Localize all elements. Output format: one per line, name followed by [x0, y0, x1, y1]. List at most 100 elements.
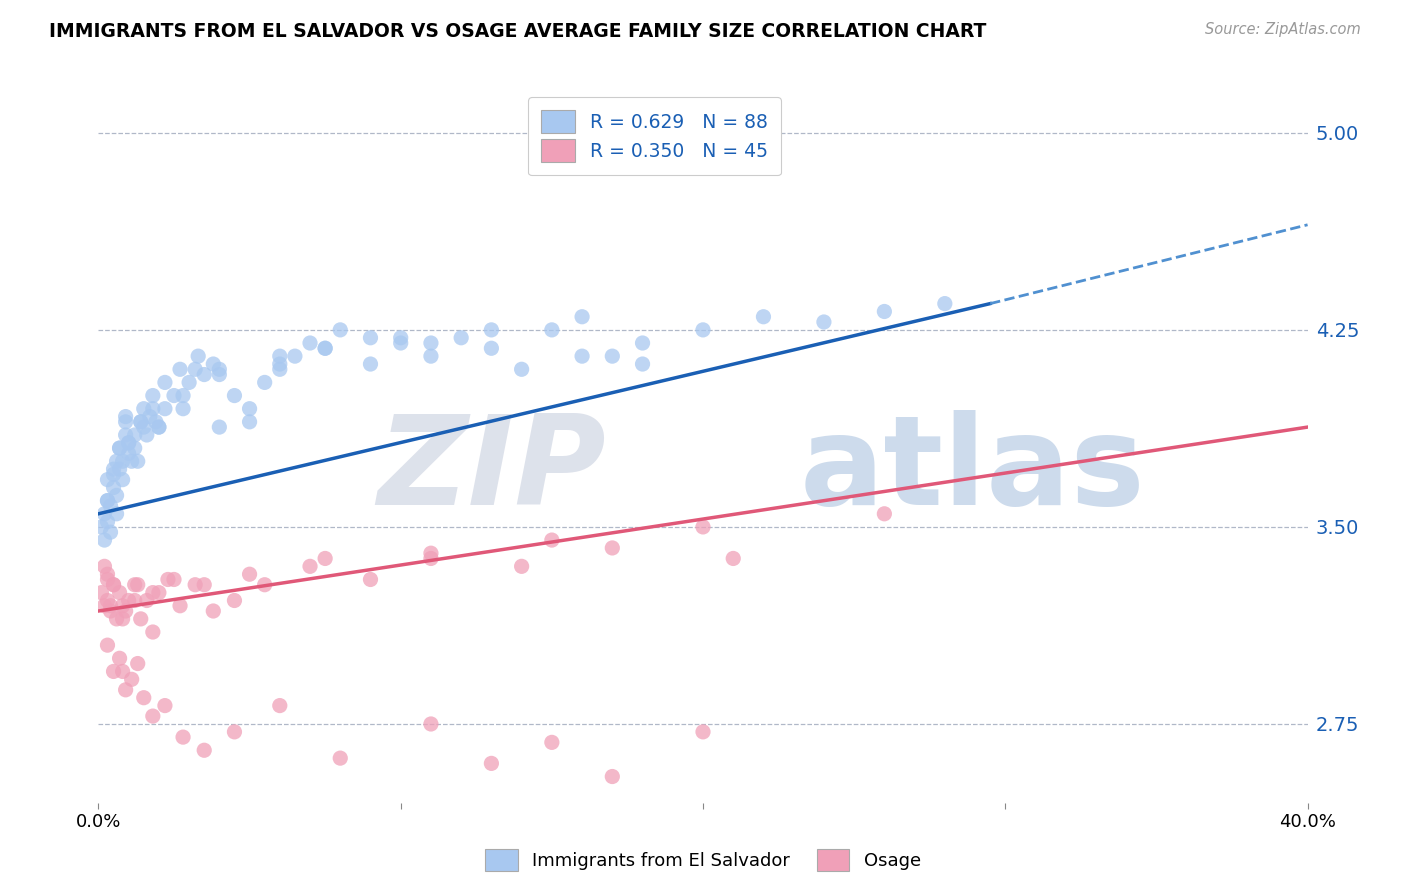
Point	[169, 599, 191, 613]
Point	[253, 376, 276, 390]
Point	[269, 362, 291, 376]
Point	[100, 604, 122, 618]
Point	[93, 533, 115, 547]
Point	[329, 751, 352, 765]
Point	[96, 573, 118, 587]
Text: atlas: atlas	[800, 410, 1146, 531]
Point	[114, 415, 136, 429]
Point	[692, 520, 714, 534]
Point	[142, 388, 165, 402]
Point	[873, 304, 896, 318]
Point	[360, 573, 382, 587]
Point	[602, 541, 624, 555]
Point	[142, 709, 165, 723]
Point	[156, 573, 179, 587]
Point	[103, 467, 125, 482]
Point	[108, 441, 131, 455]
Point	[114, 682, 136, 697]
Point	[105, 488, 128, 502]
Text: IMMIGRANTS FROM EL SALVADOR VS OSAGE AVERAGE FAMILY SIZE CORRELATION CHART: IMMIGRANTS FROM EL SALVADOR VS OSAGE AVE…	[49, 22, 987, 41]
Point	[114, 409, 136, 424]
Point	[172, 401, 194, 416]
Legend: Immigrants from El Salvador, Osage: Immigrants from El Salvador, Osage	[478, 842, 928, 879]
Point	[90, 520, 112, 534]
Point	[135, 428, 157, 442]
Point	[193, 578, 215, 592]
Point	[540, 735, 562, 749]
Point	[314, 341, 336, 355]
Point	[129, 415, 152, 429]
Point	[208, 420, 231, 434]
Point	[96, 593, 118, 607]
Point	[132, 690, 155, 705]
Point	[153, 698, 176, 713]
Point	[118, 446, 141, 460]
Point	[114, 604, 136, 618]
Point	[139, 409, 162, 424]
Point	[510, 362, 533, 376]
Point	[93, 507, 115, 521]
Point	[96, 493, 118, 508]
Point	[111, 473, 134, 487]
Point	[692, 323, 714, 337]
Point	[135, 593, 157, 607]
Point	[571, 349, 593, 363]
Point	[114, 428, 136, 442]
Point	[208, 362, 231, 376]
Point	[284, 349, 307, 363]
Point	[934, 296, 956, 310]
Point	[184, 362, 207, 376]
Point	[420, 336, 443, 351]
Point	[420, 551, 443, 566]
Point	[132, 401, 155, 416]
Point	[172, 730, 194, 744]
Point	[124, 441, 146, 455]
Point	[124, 428, 146, 442]
Point	[142, 585, 165, 599]
Point	[103, 462, 125, 476]
Point	[540, 323, 562, 337]
Point	[420, 717, 443, 731]
Point	[389, 331, 412, 345]
Point	[224, 593, 246, 607]
Point	[100, 499, 122, 513]
Point	[96, 493, 118, 508]
Point	[193, 743, 215, 757]
Point	[187, 349, 209, 363]
Point	[105, 507, 128, 521]
Point	[481, 323, 503, 337]
Point	[103, 481, 125, 495]
Point	[111, 599, 134, 613]
Text: Source: ZipAtlas.com: Source: ZipAtlas.com	[1205, 22, 1361, 37]
Point	[208, 368, 231, 382]
Point	[124, 593, 146, 607]
Point	[184, 578, 207, 592]
Point	[118, 593, 141, 607]
Point	[100, 599, 122, 613]
Point	[360, 357, 382, 371]
Point	[253, 578, 276, 592]
Point	[108, 441, 131, 455]
Point	[224, 724, 246, 739]
Point	[103, 578, 125, 592]
Point	[299, 559, 322, 574]
Point	[108, 585, 131, 599]
Point	[540, 533, 562, 547]
Point	[163, 388, 186, 402]
Point	[202, 357, 225, 371]
Point	[111, 454, 134, 468]
Point	[389, 336, 412, 351]
Point	[96, 473, 118, 487]
Point	[118, 435, 141, 450]
Point	[692, 724, 714, 739]
Point	[129, 415, 152, 429]
Point	[314, 341, 336, 355]
Point	[103, 665, 125, 679]
Point	[631, 357, 654, 371]
Point	[124, 578, 146, 592]
Legend: R = 0.629   N = 88, R = 0.350   N = 45: R = 0.629 N = 88, R = 0.350 N = 45	[529, 97, 782, 176]
Point	[510, 559, 533, 574]
Point	[420, 546, 443, 560]
Point	[96, 515, 118, 529]
Point	[481, 341, 503, 355]
